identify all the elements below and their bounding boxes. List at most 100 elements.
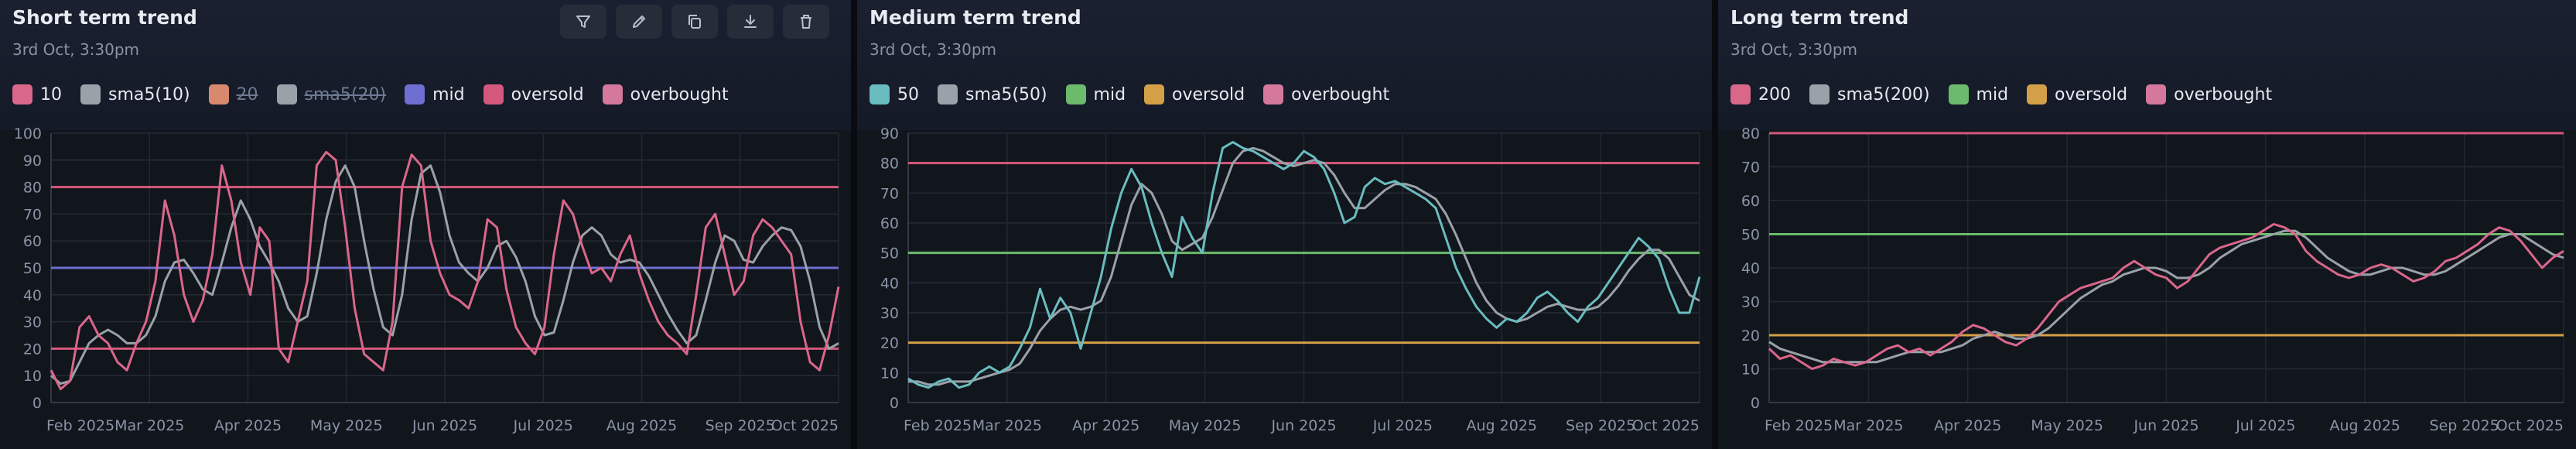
chart-toolbar <box>551 5 829 39</box>
x-tick-label: Sep 2025 <box>705 417 775 434</box>
y-tick-label: 20 <box>23 341 42 358</box>
legend-swatch <box>1809 84 1830 105</box>
chart-legend: 10 sma5(10) 20 sma5(20) mid oversold overbough… <box>12 82 747 107</box>
legend-label: 10 <box>40 84 62 105</box>
legend-label: overbought <box>630 84 729 105</box>
panel-subtitle: 3rd Oct, 3:30pm <box>1730 40 1858 59</box>
legend-label: mid <box>432 84 465 105</box>
panel-title: Short term trend <box>12 6 197 29</box>
legend-label: oversold <box>1172 84 1245 105</box>
legend-label: 200 <box>1758 84 1791 105</box>
y-tick-label: 80 <box>880 156 899 173</box>
download-icon <box>744 15 757 28</box>
x-tick-label: Aug 2025 <box>2330 417 2401 434</box>
filter-icon <box>576 15 590 28</box>
x-tick-label: Aug 2025 <box>1467 417 1538 434</box>
legend-item[interactable]: 10 <box>12 84 62 105</box>
y-tick-label: 80 <box>23 180 42 197</box>
x-tick-label: Apr 2025 <box>1934 417 2001 434</box>
legend-label: 20 <box>236 84 258 105</box>
legend-item[interactable]: mid <box>1065 84 1126 105</box>
x-tick-label: Feb 2025 <box>904 417 972 434</box>
chart-legend: 200 sma5(200) mid oversold overbought <box>1730 82 2291 107</box>
download-button[interactable] <box>727 5 774 39</box>
panel-subtitle: 3rd Oct, 3:30pm <box>12 40 140 59</box>
y-tick-label: 60 <box>1741 193 1760 210</box>
panel-medium-term: Medium term trend 3rd Oct, 3:30pm 50 sma5… <box>857 0 1712 449</box>
legend-item[interactable]: sma5(200) <box>1809 84 1930 105</box>
legend-item[interactable]: mid <box>405 84 465 105</box>
panel-title: Medium term trend <box>869 6 1081 29</box>
legend-item[interactable]: oversold <box>1144 84 1245 105</box>
legend-label: sma5(20) <box>304 84 387 105</box>
y-tick-label: 30 <box>880 305 899 322</box>
legend-label: mid <box>1093 84 1126 105</box>
copy-button[interactable] <box>671 5 718 39</box>
y-tick-label: 90 <box>23 153 42 170</box>
x-tick-label: Apr 2025 <box>214 417 282 434</box>
edit-button[interactable] <box>616 5 662 39</box>
legend-label: oversold <box>511 84 584 105</box>
panel-subtitle: 3rd Oct, 3:30pm <box>869 40 997 59</box>
copy-icon <box>688 15 701 29</box>
legend-swatch <box>602 84 623 105</box>
y-tick-label: 0 <box>32 395 42 412</box>
legend-item[interactable]: oversold <box>2027 84 2127 105</box>
delete-button[interactable] <box>783 5 829 39</box>
x-tick-label: Mar 2025 <box>114 417 184 434</box>
legend-item[interactable]: overbought <box>602 84 729 105</box>
panel-long-term: Long term trend 3rd Oct, 3:30pm 200 sma5(… <box>1718 0 2576 449</box>
y-tick-label: 70 <box>880 185 899 202</box>
y-tick-label: 70 <box>1741 159 1760 177</box>
x-tick-label: Jun 2025 <box>412 417 477 434</box>
legend-swatch <box>12 84 32 105</box>
legend-swatch <box>276 84 297 105</box>
panel-header <box>857 0 1712 130</box>
legend-item[interactable]: oversold <box>483 84 584 105</box>
panel-short-term: Short term trend 3rd Oct, 3:30pm 10 sma5(… <box>0 0 851 449</box>
legend-item[interactable]: sma5(50) <box>938 84 1047 105</box>
x-tick-label: May 2025 <box>2031 417 2103 434</box>
legend-label: sma5(10) <box>108 84 190 105</box>
legend-swatch <box>938 84 958 105</box>
x-tick-label: Oct 2025 <box>2496 417 2564 434</box>
legend-item[interactable]: 200 <box>1730 84 1791 105</box>
filter-button[interactable] <box>560 5 606 39</box>
series-line <box>50 164 839 386</box>
legend-label: overbought <box>1291 84 1390 105</box>
y-tick-label: 100 <box>14 125 42 142</box>
y-tick-label: 50 <box>23 260 42 277</box>
legend-item[interactable]: sma5(10) <box>80 84 190 105</box>
legend-item[interactable]: 50 <box>869 84 919 105</box>
legend-label: oversold <box>2055 84 2128 105</box>
panel-header <box>1718 0 2576 130</box>
y-tick-label: 70 <box>23 206 42 223</box>
legend-item[interactable]: 20 <box>208 84 258 105</box>
legend-swatch <box>1065 84 1086 105</box>
y-tick-label: 60 <box>880 215 899 232</box>
x-tick-label: Apr 2025 <box>1072 417 1139 434</box>
y-tick-label: 50 <box>880 245 899 262</box>
series-line <box>50 150 840 391</box>
y-tick-label: 50 <box>1741 227 1760 244</box>
legend-swatch <box>208 84 229 105</box>
panel-divider <box>1712 0 1718 449</box>
y-tick-label: 10 <box>880 365 899 382</box>
panel-title: Long term trend <box>1730 6 1909 29</box>
legend-item[interactable]: mid <box>1948 84 2008 105</box>
series-line <box>1768 223 2564 370</box>
trend-chart-medium: 0 10 20 30 40 50 60 70 80 90 Feb 2025 Mar 2025 Apr 2… <box>880 125 1701 434</box>
panel-divider <box>851 0 857 449</box>
legend-item[interactable]: overbought <box>1263 84 1389 105</box>
legend-item[interactable]: overbought <box>2146 84 2272 105</box>
y-tick-label: 40 <box>1741 260 1760 277</box>
x-tick-label: Aug 2025 <box>606 417 678 434</box>
y-tick-label: 10 <box>1741 362 1760 379</box>
x-tick-label: Jun 2025 <box>1270 417 1336 434</box>
legend-swatch <box>869 84 890 105</box>
x-tick-label: May 2025 <box>1169 417 1242 434</box>
y-tick-label: 90 <box>880 125 899 142</box>
legend-swatch <box>483 84 504 105</box>
legend-item[interactable]: sma5(20) <box>276 84 387 105</box>
y-tick-label: 30 <box>1741 294 1760 311</box>
